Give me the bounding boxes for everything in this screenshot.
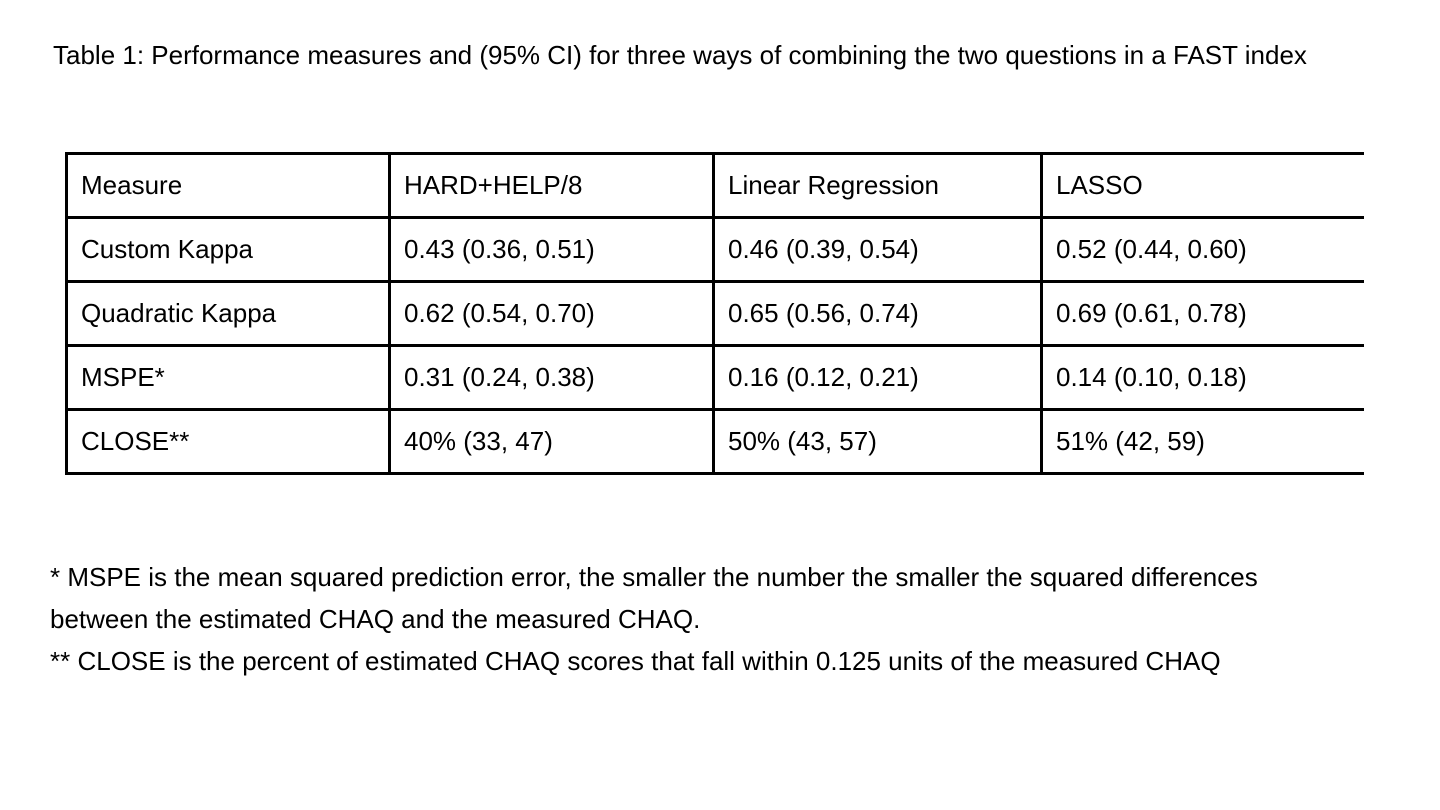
measure-cell: CLOSE**: [65, 408, 391, 475]
value-cell: 51% (42, 59): [1040, 408, 1364, 475]
footnotes-block: * MSPE is the mean squared prediction er…: [50, 556, 1340, 682]
footnote-mspe: * MSPE is the mean squared prediction er…: [50, 562, 1258, 634]
value-cell: 0.69 (0.61, 0.78): [1040, 280, 1364, 347]
value-cell: 40% (33, 47): [388, 408, 715, 475]
measure-cell: MSPE*: [65, 344, 391, 411]
measure-cell: Custom Kappa: [65, 216, 391, 283]
table-row-custom-kappa: Custom Kappa 0.43 (0.36, 0.51) 0.46 (0.3…: [65, 216, 1364, 283]
value-cell: 0.14 (0.10, 0.18): [1040, 344, 1364, 411]
header-linear-regression: Linear Regression: [712, 152, 1043, 219]
value-cell: 0.46 (0.39, 0.54): [712, 216, 1043, 283]
value-cell: 0.16 (0.12, 0.21): [712, 344, 1043, 411]
value-cell: 0.52 (0.44, 0.60): [1040, 216, 1364, 283]
table-header-row: Measure HARD+HELP/8 Linear Regression LA…: [65, 152, 1364, 219]
footnote-close: ** CLOSE is the percent of estimated CHA…: [50, 646, 1221, 676]
results-table: Measure HARD+HELP/8 Linear Regression LA…: [65, 152, 1364, 475]
measure-cell: Quadratic Kappa: [65, 280, 391, 347]
value-cell: 0.65 (0.56, 0.74): [712, 280, 1043, 347]
value-cell: 0.62 (0.54, 0.70): [388, 280, 715, 347]
table-row-mspe: MSPE* 0.31 (0.24, 0.38) 0.16 (0.12, 0.21…: [65, 344, 1364, 411]
header-lasso: LASSO: [1040, 152, 1364, 219]
table-row-close: CLOSE** 40% (33, 47) 50% (43, 57) 51% (4…: [65, 408, 1364, 475]
table-row-quadratic-kappa: Quadratic Kappa 0.62 (0.54, 0.70) 0.65 (…: [65, 280, 1364, 347]
value-cell: 0.31 (0.24, 0.38): [388, 344, 715, 411]
header-measure: Measure: [65, 152, 391, 219]
value-cell: 50% (43, 57): [712, 408, 1043, 475]
table-caption: Table 1: Performance measures and (95% C…: [53, 40, 1307, 70]
value-cell: 0.43 (0.36, 0.51): [388, 216, 715, 283]
header-hard-help: HARD+HELP/8: [388, 152, 715, 219]
